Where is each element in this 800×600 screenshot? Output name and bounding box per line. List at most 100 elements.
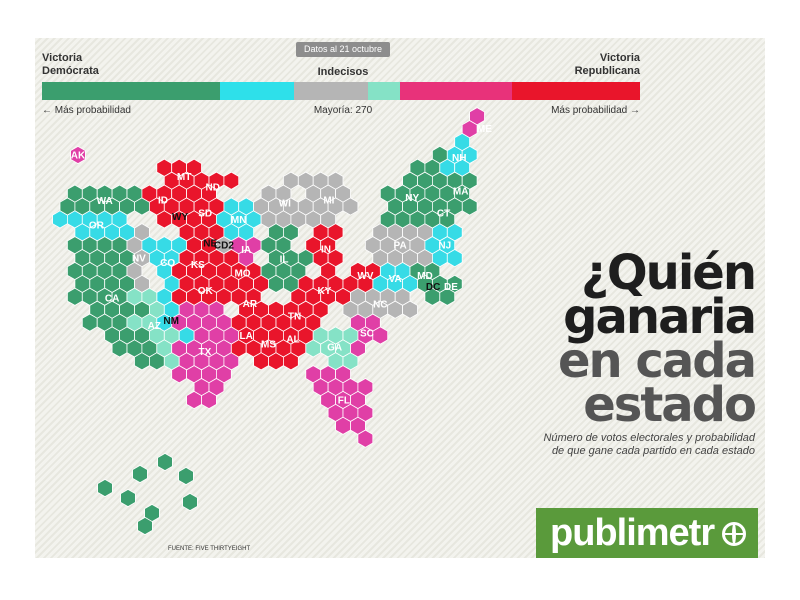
hex-cell — [342, 197, 359, 216]
state-label-mo: MO — [234, 269, 250, 280]
state-dc[interactable] — [424, 274, 448, 306]
state-label-cd2: CD2 — [214, 241, 234, 252]
state-pa[interactable] — [365, 223, 433, 268]
hex-cell — [379, 210, 396, 229]
majority-label: Mayoría: 270 — [313, 105, 373, 116]
title-line-3: en cada — [557, 333, 757, 389]
legend-dem-strong — [42, 82, 220, 100]
state-label-nj: NJ — [438, 241, 451, 252]
hex-cell — [387, 249, 403, 268]
legend-rep-lean — [400, 82, 512, 100]
state-wv[interactable] — [350, 261, 381, 293]
state-label-sd: SD — [198, 208, 212, 219]
state-wi[interactable] — [253, 171, 314, 229]
state-label-me: ME — [477, 124, 492, 135]
date-badge: Datos al 21 octubre — [296, 42, 390, 57]
state-label-mt: MT — [177, 172, 191, 183]
state-nd[interactable] — [186, 171, 240, 203]
publimetro-logo: publimetr — [536, 508, 758, 558]
state-ca[interactable] — [67, 236, 165, 371]
state-mi[interactable] — [305, 171, 359, 229]
legend-rep-strong — [512, 82, 640, 100]
state-label-ok: OK — [198, 286, 214, 297]
state-label-nm: NM — [163, 316, 179, 327]
state-label-wy: WY — [172, 212, 188, 223]
hex-cell — [97, 478, 113, 498]
state-label-ia: IA — [241, 245, 251, 256]
hex-cell — [357, 274, 374, 293]
hex-cell — [439, 210, 456, 229]
state-in[interactable] — [305, 223, 344, 281]
state-label-de: DE — [444, 282, 458, 293]
state-label-wv: WV — [357, 271, 373, 282]
hex-cell — [157, 452, 173, 472]
state-mt[interactable] — [156, 158, 210, 203]
republican-victory-label: Victoria Republicana — [574, 52, 640, 77]
state-mo[interactable] — [216, 249, 269, 293]
hex-cell — [350, 339, 366, 358]
state-nm[interactable] — [156, 300, 195, 345]
globe-icon — [722, 522, 746, 546]
state-label-fl: FL — [338, 396, 350, 407]
state-ak[interactable] — [70, 145, 86, 165]
state-label-nd: ND — [205, 183, 219, 194]
state-label-ar: AR — [243, 299, 258, 310]
hex-cell — [387, 300, 403, 319]
state-tx[interactable] — [171, 300, 240, 410]
state-label-al: AL — [286, 335, 299, 346]
state-ny[interactable] — [379, 158, 448, 229]
state-wy[interactable] — [171, 197, 195, 242]
hex-cell — [230, 339, 247, 358]
hex-cell — [342, 300, 359, 319]
title-line-4: estado — [583, 377, 757, 433]
hex-cell — [357, 429, 374, 448]
state-ar[interactable] — [230, 287, 269, 319]
hex-cell — [335, 416, 351, 435]
state-wa[interactable] — [59, 184, 150, 216]
hex-cell — [156, 210, 173, 229]
hex-cell — [126, 287, 143, 306]
source-note: FUENTE: FIVE THIRTYEIGHT — [168, 546, 251, 552]
state-me[interactable] — [461, 107, 485, 139]
state-vt[interactable] — [424, 145, 448, 177]
state-ct[interactable] — [424, 197, 463, 229]
state-label-ne: NE — [203, 238, 217, 249]
hex-cell — [70, 145, 86, 165]
hex-cell — [132, 464, 148, 484]
state-label-mn: MN — [231, 215, 247, 226]
title-line-2: ganaria — [563, 289, 757, 345]
hex-cell — [52, 210, 68, 229]
hex-cell — [186, 390, 202, 410]
state-label-mi: MI — [323, 196, 334, 207]
state-label-ms: MS — [261, 340, 276, 351]
state-label-pa: PA — [394, 241, 407, 252]
state-ok[interactable] — [171, 274, 240, 306]
state-label-ks: KS — [191, 260, 205, 271]
state-label-ct: CT — [437, 208, 450, 219]
state-label-ca: CA — [105, 293, 119, 304]
state-label-in: IN — [321, 244, 331, 255]
hex-cell — [126, 313, 143, 332]
subtitle-line-1: Número de votos electorales y probabilid… — [543, 432, 755, 444]
state-label-id: ID — [158, 196, 168, 207]
state-mn[interactable] — [216, 197, 262, 242]
left-probability-label: ← Más probabilidad — [42, 105, 131, 116]
state-label-il: IL — [280, 255, 289, 266]
state-de[interactable] — [439, 274, 463, 306]
state-label-wi: WI — [279, 199, 291, 210]
state-az[interactable] — [126, 287, 180, 371]
state-ma[interactable] — [439, 171, 478, 216]
state-label-md: MD — [417, 271, 433, 282]
state-nj[interactable] — [424, 223, 463, 268]
hex-cell — [120, 488, 136, 508]
state-ne[interactable] — [186, 223, 225, 255]
state-hi[interactable] — [97, 452, 198, 536]
hex-cell — [439, 287, 456, 306]
state-va[interactable] — [372, 261, 418, 293]
undecided-label: Indecisos — [317, 66, 369, 78]
state-nc[interactable] — [342, 287, 418, 319]
state-tn[interactable] — [260, 300, 329, 332]
state-fl[interactable] — [305, 365, 374, 448]
hex-cell — [81, 313, 98, 332]
